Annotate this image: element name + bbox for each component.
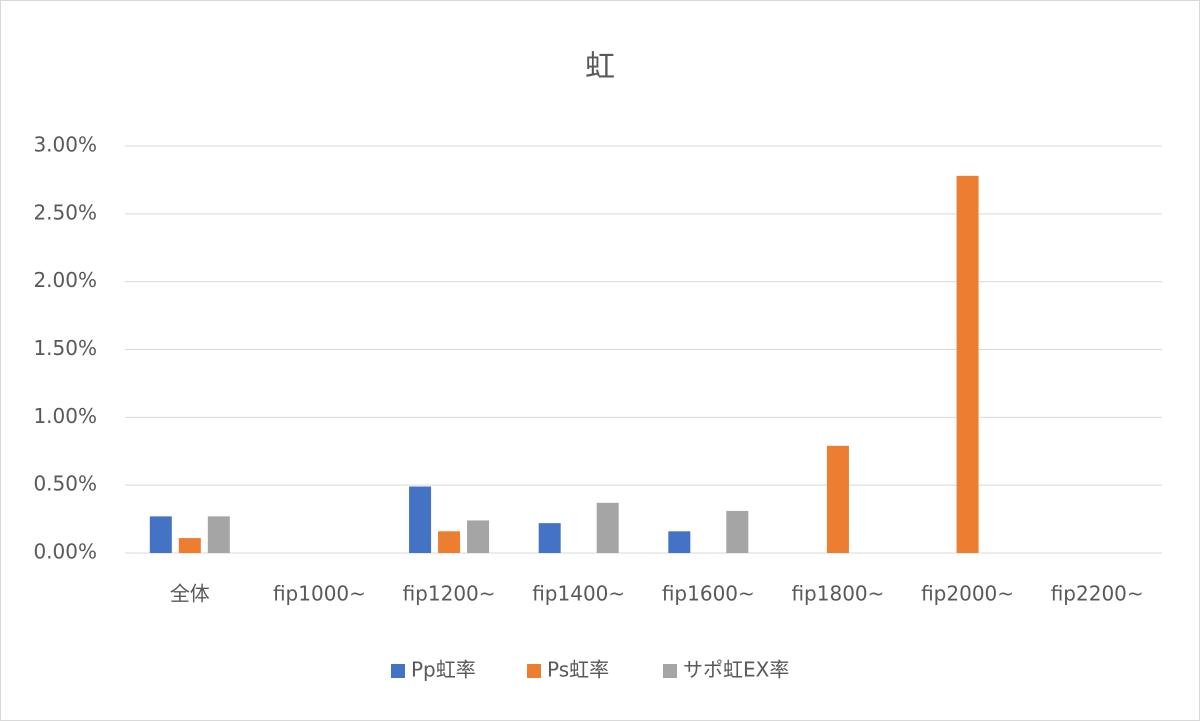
legend-swatch: [391, 664, 405, 678]
bar: [438, 531, 461, 553]
bar: [826, 445, 849, 553]
bar: [149, 516, 172, 553]
y-tick-label: 1.00%: [33, 404, 97, 428]
chart-title: 虹: [585, 50, 615, 85]
x-tick-label: fip1800~: [791, 582, 884, 606]
legend-label: サポ虹EX率: [683, 658, 789, 682]
x-tick-label: fip2000~: [921, 582, 1014, 606]
x-tick-label: fip1200~: [403, 582, 496, 606]
bar: [668, 531, 691, 553]
x-tick-label: fip1000~: [273, 582, 366, 606]
bar: [207, 516, 230, 553]
x-tick-label: fip1600~: [662, 582, 755, 606]
bar: [726, 510, 749, 553]
y-tick-label: 3.00%: [33, 133, 97, 157]
bar: [409, 486, 432, 553]
y-tick-label: 0.00%: [33, 540, 97, 564]
x-tick-label: 全体: [170, 582, 210, 606]
bar: [178, 538, 201, 553]
legend-swatch: [663, 664, 677, 678]
y-tick-label: 1.50%: [33, 336, 97, 360]
bar: [538, 523, 561, 553]
legend-swatch: [527, 664, 541, 678]
bar: [467, 520, 490, 553]
y-tick-label: 2.50%: [33, 200, 97, 224]
y-tick-label: 0.50%: [33, 472, 97, 496]
x-tick-label: fip1400~: [532, 582, 625, 606]
legend-label: Pp虹率: [411, 658, 476, 682]
bar: [596, 502, 619, 553]
y-tick-label: 2.00%: [33, 268, 97, 292]
bar: [956, 175, 979, 553]
legend-label: Ps虹率: [547, 658, 609, 682]
x-tick-label: fip2200~: [1051, 582, 1144, 606]
